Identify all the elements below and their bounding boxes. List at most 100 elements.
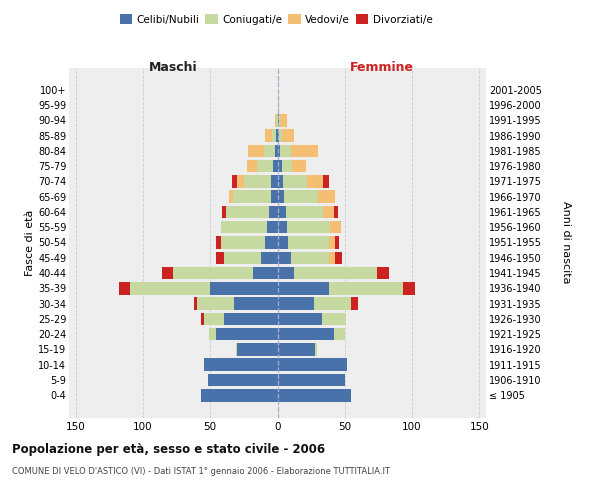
Bar: [277, 298, 314, 310]
Bar: [237, 343, 277, 355]
Bar: [280, 144, 291, 157]
Bar: [318, 190, 335, 203]
Bar: [307, 175, 323, 188]
Bar: [352, 298, 358, 310]
Bar: [281, 160, 292, 172]
Bar: [215, 236, 221, 249]
Bar: [210, 282, 277, 294]
Bar: [277, 221, 287, 234]
Bar: [277, 114, 279, 126]
Bar: [203, 358, 277, 371]
Bar: [265, 130, 272, 142]
Bar: [335, 252, 342, 264]
Bar: [277, 374, 345, 386]
Bar: [221, 221, 267, 234]
Bar: [215, 252, 224, 264]
Bar: [275, 144, 277, 157]
Bar: [262, 252, 277, 264]
Bar: [271, 175, 277, 188]
Bar: [224, 252, 262, 264]
Bar: [329, 282, 403, 294]
Bar: [280, 114, 287, 126]
Bar: [257, 160, 274, 172]
Bar: [330, 221, 341, 234]
Text: Maschi: Maschi: [149, 62, 197, 74]
Bar: [247, 160, 257, 172]
Bar: [275, 114, 276, 126]
Y-axis label: Fasce di età: Fasce di età: [25, 210, 35, 276]
Bar: [201, 389, 277, 402]
Bar: [323, 206, 334, 218]
Bar: [403, 282, 415, 294]
Y-axis label: Anni di nascita: Anni di nascita: [561, 201, 571, 283]
Bar: [322, 312, 346, 325]
Bar: [119, 282, 130, 294]
Bar: [237, 175, 244, 188]
Bar: [221, 236, 265, 249]
Bar: [334, 328, 345, 340]
Bar: [248, 144, 264, 157]
Text: Femmine: Femmine: [350, 62, 414, 74]
Bar: [277, 312, 322, 325]
Bar: [276, 130, 277, 142]
Bar: [287, 221, 330, 234]
Bar: [130, 282, 210, 294]
Bar: [277, 206, 286, 218]
Bar: [226, 206, 269, 218]
Bar: [323, 175, 329, 188]
Bar: [197, 298, 235, 310]
Bar: [267, 221, 277, 234]
Bar: [233, 190, 271, 203]
Bar: [208, 374, 277, 386]
Bar: [277, 328, 334, 340]
Bar: [264, 144, 275, 157]
Bar: [277, 389, 352, 402]
Bar: [269, 206, 277, 218]
Bar: [293, 267, 377, 280]
Bar: [244, 175, 271, 188]
Bar: [277, 98, 279, 111]
Bar: [277, 267, 293, 280]
Bar: [229, 190, 233, 203]
Bar: [291, 144, 318, 157]
Bar: [329, 236, 335, 249]
Bar: [277, 190, 284, 203]
Text: Popolazione per età, sesso e stato civile - 2006: Popolazione per età, sesso e stato civil…: [12, 442, 325, 456]
Bar: [329, 252, 335, 264]
Legend: Celibi/Nubili, Coniugati/e, Vedovi/e, Divorziati/e: Celibi/Nubili, Coniugati/e, Vedovi/e, Di…: [115, 10, 437, 29]
Bar: [277, 358, 347, 371]
Bar: [224, 312, 277, 325]
Bar: [173, 267, 253, 280]
Bar: [283, 175, 307, 188]
Bar: [277, 343, 315, 355]
Bar: [276, 114, 277, 126]
Bar: [277, 144, 280, 157]
Bar: [279, 130, 281, 142]
Bar: [274, 160, 277, 172]
Bar: [215, 328, 277, 340]
Bar: [232, 175, 237, 188]
Bar: [291, 252, 329, 264]
Bar: [277, 236, 288, 249]
Bar: [277, 252, 291, 264]
Bar: [277, 175, 283, 188]
Bar: [194, 298, 197, 310]
Bar: [334, 206, 338, 218]
Bar: [288, 236, 329, 249]
Bar: [286, 206, 323, 218]
Bar: [253, 267, 277, 280]
Bar: [277, 282, 329, 294]
Bar: [292, 160, 306, 172]
Bar: [272, 130, 276, 142]
Bar: [277, 160, 281, 172]
Bar: [377, 267, 389, 280]
Bar: [223, 206, 226, 218]
Bar: [284, 190, 318, 203]
Bar: [314, 298, 352, 310]
Bar: [335, 236, 340, 249]
Bar: [265, 236, 277, 249]
Bar: [279, 114, 280, 126]
Bar: [271, 190, 277, 203]
Bar: [236, 343, 237, 355]
Bar: [315, 343, 317, 355]
